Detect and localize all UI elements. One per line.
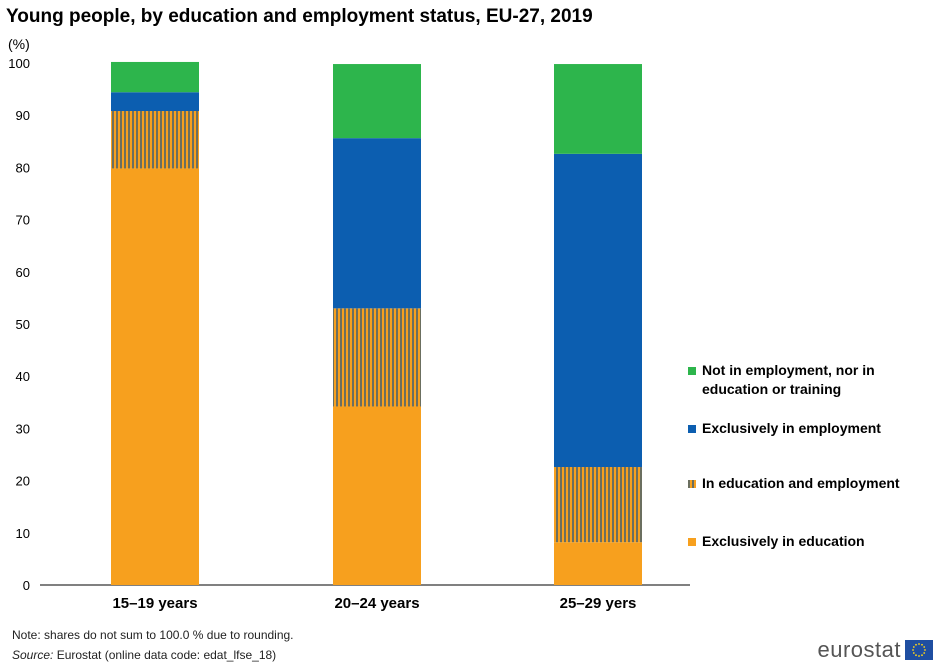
y-axis-ticks: 0 10 20 30 40 50 60 70 80 90 100 bbox=[8, 56, 30, 593]
legend-swatch bbox=[688, 480, 696, 488]
bar-segment bbox=[554, 542, 642, 585]
legend-item: Not in employment, nor in education or t… bbox=[688, 361, 941, 399]
footer-source: Source: Eurostat (online data code: edat… bbox=[12, 648, 276, 662]
y-tick-label: 50 bbox=[16, 317, 30, 332]
bar-segment bbox=[333, 406, 421, 585]
legend-label: In education and employment bbox=[702, 475, 900, 491]
y-axis-unit-label: (%) bbox=[8, 36, 30, 52]
y-tick-label: 80 bbox=[16, 160, 30, 175]
source-label: Source: bbox=[12, 648, 54, 662]
y-tick-label: 0 bbox=[23, 578, 30, 593]
bar-segment bbox=[554, 153, 642, 468]
eu-flag-icon bbox=[905, 640, 933, 660]
legend: Not in employment, nor in education or t… bbox=[688, 0, 941, 667]
bars bbox=[111, 61, 642, 585]
y-tick-label: 100 bbox=[8, 56, 30, 71]
eurostat-logo: eurostat bbox=[817, 637, 933, 663]
footer-note: Note: shares do not sum to 100.0 % due t… bbox=[12, 628, 294, 642]
y-tick-label: 20 bbox=[16, 474, 30, 489]
legend-item: Exclusively in employment bbox=[688, 419, 941, 438]
bar-segment bbox=[333, 308, 421, 407]
bar-segment bbox=[333, 64, 421, 139]
bar-segment bbox=[554, 64, 642, 154]
legend-label: Exclusively in employment bbox=[702, 420, 881, 436]
y-tick-label: 10 bbox=[16, 526, 30, 541]
x-tick-label: 20–24 years bbox=[334, 595, 419, 612]
bar-segment bbox=[111, 92, 199, 112]
bar-segment bbox=[333, 138, 421, 309]
legend-swatch bbox=[688, 425, 696, 433]
eurostat-wordmark: eurostat bbox=[817, 637, 901, 662]
x-tick-label: 25–29 yers bbox=[560, 595, 637, 612]
x-tick-label: 15–19 years bbox=[112, 595, 197, 612]
legend-label: Exclusively in education bbox=[702, 533, 865, 549]
y-tick-label: 70 bbox=[16, 213, 30, 228]
bar-segment bbox=[111, 61, 199, 93]
x-axis-labels: 15–19 years 20–24 years 25–29 yers bbox=[112, 595, 636, 612]
y-tick-label: 90 bbox=[16, 108, 30, 123]
bar-segment bbox=[554, 467, 642, 543]
source-text: Eurostat (online data code: edat_lfse_18… bbox=[53, 648, 277, 662]
legend-item: Exclusively in education bbox=[688, 532, 941, 551]
chart-title: Young people, by education and employmen… bbox=[6, 6, 593, 27]
bar-segment bbox=[111, 168, 199, 585]
legend-item: In education and employment bbox=[688, 474, 941, 493]
legend-label: Not in employment, nor in education or t… bbox=[702, 362, 875, 397]
y-tick-label: 60 bbox=[16, 265, 30, 280]
legend-swatch bbox=[688, 367, 696, 375]
y-tick-label: 40 bbox=[16, 369, 30, 384]
legend-swatch bbox=[688, 538, 696, 546]
y-tick-label: 30 bbox=[16, 421, 30, 436]
bar-segment bbox=[111, 111, 199, 169]
